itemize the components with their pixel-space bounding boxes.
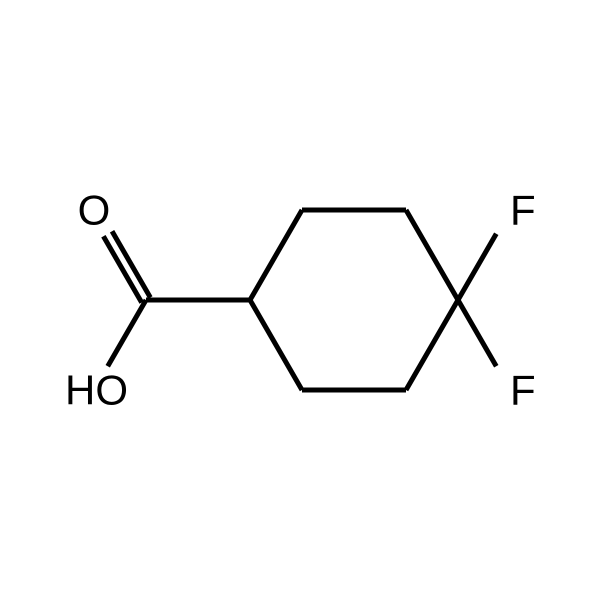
bond (250, 300, 302, 390)
bond (406, 210, 458, 300)
atom-label-O1: O (78, 187, 111, 234)
bond (458, 300, 496, 366)
molecule-diagram: O HO F F (0, 0, 600, 600)
bond (406, 300, 458, 390)
bond (458, 234, 496, 300)
bonds-layer (103, 210, 496, 390)
atom-label-O2: HO (65, 367, 128, 414)
atom-label-F1: F (510, 187, 536, 234)
atom-label-F2: F (510, 367, 536, 414)
bond (108, 300, 146, 366)
atom-labels-layer: O HO F F (65, 187, 536, 414)
bond (250, 210, 302, 300)
